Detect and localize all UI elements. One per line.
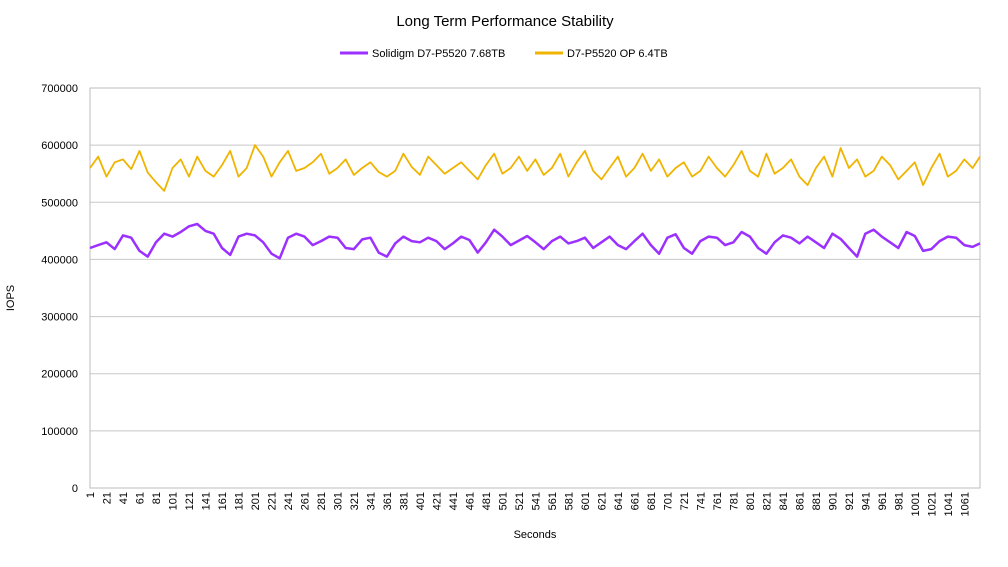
y-tick-label: 700000	[41, 83, 78, 95]
x-tick-label: 221	[266, 492, 278, 510]
x-tick-label: 921	[844, 492, 856, 510]
x-tick-label: 441	[448, 492, 460, 510]
x-tick-label: 1041	[943, 492, 955, 516]
x-tick-label: 541	[530, 492, 542, 510]
x-tick-label: 701	[662, 492, 674, 510]
x-axis-ticks: 1 21 41 61 81 101 121 141 161 181 201 221 241 261 281 3…	[85, 492, 971, 516]
gridlines	[90, 87, 980, 489]
x-tick-label: 641	[613, 492, 625, 510]
x-tick-label: 381	[398, 492, 410, 510]
x-tick-label: 881	[811, 492, 823, 510]
x-tick-label: 721	[679, 492, 691, 510]
x-tick-label: 901	[827, 492, 839, 510]
x-tick-label: 661	[629, 492, 641, 510]
x-tick-label: 401	[415, 492, 427, 510]
x-tick-label: 841	[778, 492, 790, 510]
x-axis-label: Seconds	[514, 529, 557, 541]
x-tick-label: 581	[563, 492, 575, 510]
y-tick-label: 600000	[41, 140, 78, 152]
x-tick-label: 681	[646, 492, 658, 510]
x-tick-label: 941	[860, 492, 872, 510]
x-tick-label: 521	[514, 492, 526, 510]
x-tick-label: 201	[250, 492, 262, 510]
series	[89, 144, 981, 260]
x-tick-label: 321	[349, 492, 361, 510]
x-tick-label: 801	[745, 492, 757, 510]
x-tick-label: 341	[365, 492, 377, 510]
plot-area	[89, 87, 981, 489]
x-tick-label: 81	[151, 492, 163, 504]
x-tick-label: 61	[134, 492, 146, 504]
x-tick-label: 1	[85, 492, 97, 498]
legend-label-op: D7-P5520 OP 6.4TB	[567, 48, 668, 60]
x-tick-label: 961	[877, 492, 889, 510]
x-tick-label: 1061	[959, 492, 971, 516]
x-tick-label: 241	[283, 492, 295, 510]
x-tick-label: 161	[217, 492, 229, 510]
series-line-solidigm	[89, 222, 981, 260]
x-tick-label: 1001	[910, 492, 922, 516]
x-tick-label: 981	[893, 492, 905, 510]
y-tick-label: 0	[72, 483, 78, 495]
legend-label-solidigm: Solidigm D7-P5520 7.68TB	[372, 48, 505, 60]
x-tick-label: 561	[547, 492, 559, 510]
x-tick-label: 741	[695, 492, 707, 510]
x-tick-label: 261	[299, 492, 311, 510]
legend: Solidigm D7-P5520 7.68TB D7-P5520 OP 6.4…	[340, 48, 668, 60]
x-tick-label: 861	[794, 492, 806, 510]
x-tick-label: 601	[580, 492, 592, 510]
x-tick-label: 361	[382, 492, 394, 510]
y-tick-label: 300000	[41, 312, 78, 324]
x-tick-label: 301	[332, 492, 344, 510]
x-tick-label: 621	[596, 492, 608, 510]
x-tick-label: 1021	[926, 492, 938, 516]
x-tick-label: 281	[316, 492, 328, 510]
y-tick-label: 400000	[41, 254, 78, 266]
x-tick-label: 21	[101, 492, 113, 504]
series-line-op	[89, 144, 981, 192]
x-tick-label: 141	[200, 492, 212, 510]
x-tick-label: 501	[497, 492, 509, 510]
y-axis-ticks: 0 100000 200000 300000 400000 500000 600000 700…	[41, 83, 78, 495]
x-tick-label: 461	[464, 492, 476, 510]
x-tick-label: 781	[728, 492, 740, 510]
x-tick-label: 421	[431, 492, 443, 510]
y-tick-label: 200000	[41, 369, 78, 381]
y-tick-label: 100000	[41, 426, 78, 438]
x-tick-label: 121	[184, 492, 196, 510]
x-tick-label: 181	[233, 492, 245, 510]
y-axis-label: IOPS	[5, 285, 17, 311]
x-tick-label: 481	[481, 492, 493, 510]
chart-title: Long Term Performance Stability	[396, 13, 614, 30]
x-tick-label: 761	[712, 492, 724, 510]
y-tick-label: 500000	[41, 197, 78, 209]
x-tick-label: 821	[761, 492, 773, 510]
x-tick-label: 41	[118, 492, 130, 504]
x-tick-label: 101	[167, 492, 179, 510]
